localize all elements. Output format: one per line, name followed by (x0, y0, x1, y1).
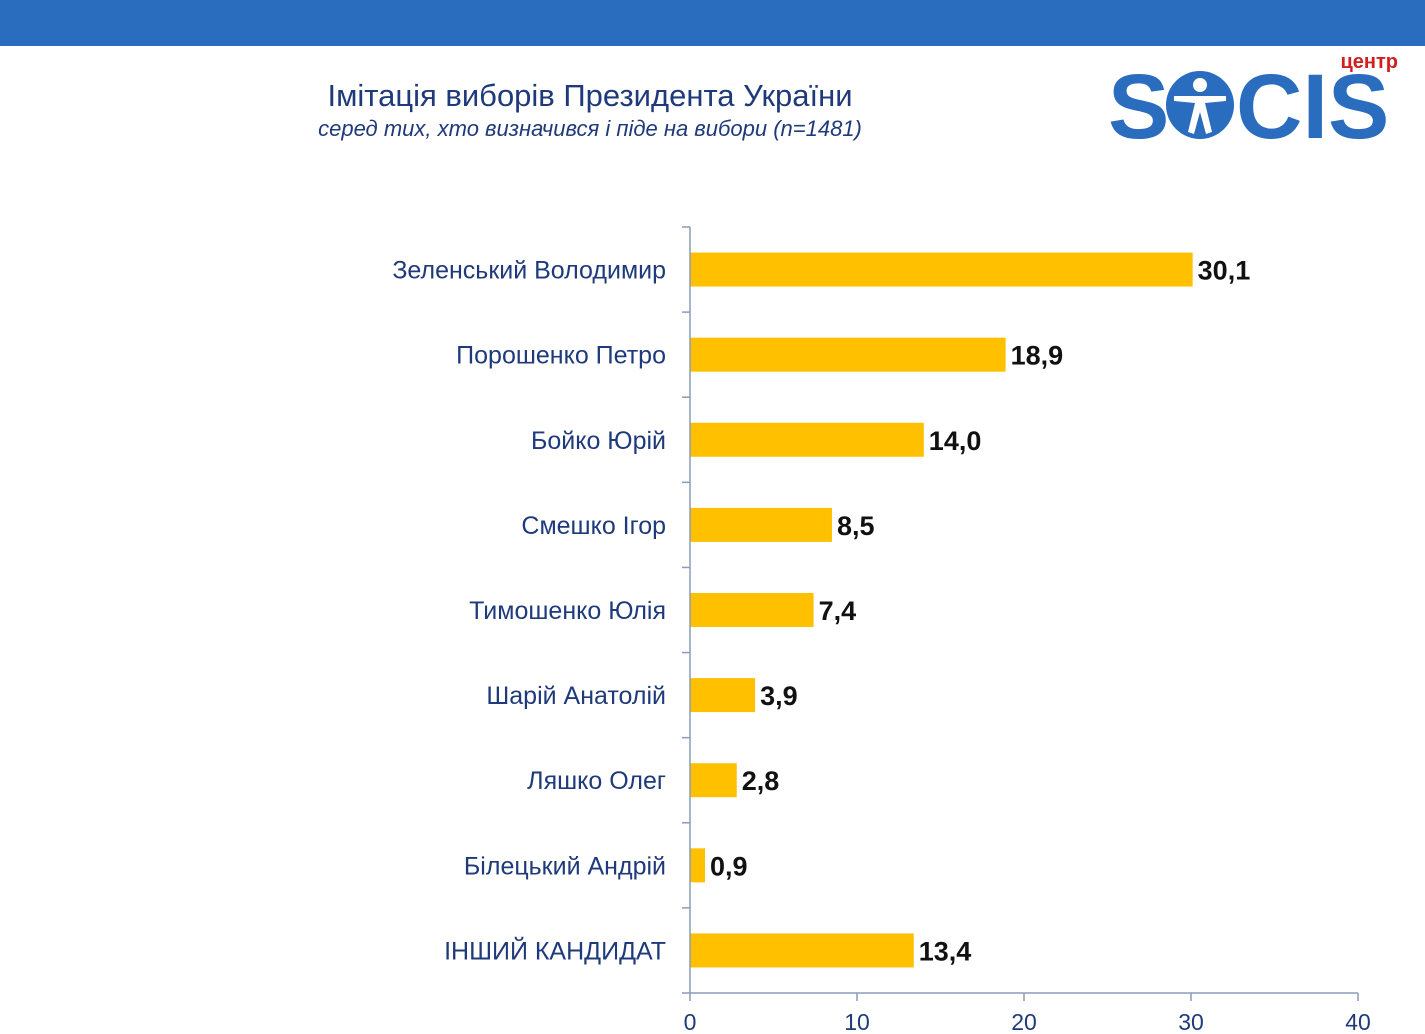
category-label-6: Ляшко Олег (527, 767, 666, 795)
category-label-8: ІНШИЙ КАНДИДАТ (444, 935, 666, 965)
value-label-0: 30,1 (1198, 256, 1251, 286)
value-label-3: 8,5 (837, 511, 875, 541)
value-label-7: 0,9 (710, 851, 748, 881)
x-tick-label-3: 30 (1178, 1009, 1204, 1034)
x-tick-label-4: 40 (1345, 1009, 1371, 1034)
x-tick-label-1: 10 (844, 1009, 870, 1034)
vitruvian-man-icon (1166, 71, 1234, 139)
value-label-8: 13,4 (919, 936, 972, 966)
category-label-2: Бойко Юрій (531, 427, 666, 455)
bar-8 (690, 933, 914, 968)
value-label-1: 18,9 (1011, 341, 1064, 371)
chart-subtitle: серед тих, хто визначився і піде на вибо… (318, 116, 862, 141)
axis-layer (682, 226, 1359, 1001)
socis-logo: центр S CIS (1108, 51, 1398, 150)
labels-layer: Зеленський Володимир 30,1 Порошенко Петро 1… (392, 256, 1370, 1034)
category-label-3: Смешко Ігор (521, 512, 666, 540)
logo-top-text: центр (1340, 51, 1398, 73)
value-label-4: 7,4 (819, 596, 857, 626)
x-tick-label-0: 0 (684, 1009, 697, 1034)
category-label-5: Шарій Анатолій (486, 682, 666, 710)
value-label-5: 3,9 (760, 681, 798, 711)
logo-letters-cis: CIS (1236, 56, 1389, 150)
value-label-6: 2,8 (742, 766, 780, 796)
bars-layer (690, 252, 1193, 968)
logo-letter-s: S (1108, 56, 1169, 150)
category-label-7: Білецький Андрій (464, 852, 666, 880)
bar-3 (690, 507, 832, 542)
bar-1 (690, 337, 1006, 372)
category-label-4: Тимошенко Юлія (469, 597, 666, 625)
bar-5 (690, 678, 756, 713)
bar-7 (690, 848, 706, 883)
bar-4 (690, 593, 814, 627)
bar-6 (690, 763, 737, 798)
bar-2 (690, 422, 924, 457)
value-label-2: 14,0 (929, 426, 982, 456)
x-tick-label-2: 20 (1011, 1009, 1037, 1034)
category-label-1: Порошенко Петро (456, 342, 666, 370)
top-banner (0, 0, 1425, 46)
category-label-0: Зеленський Володимир (392, 257, 666, 285)
bar-0 (690, 252, 1193, 287)
title-block: Імітація виборів Президента України сере… (230, 78, 950, 144)
chart-title: Імітація виборів Президента України (327, 78, 853, 113)
